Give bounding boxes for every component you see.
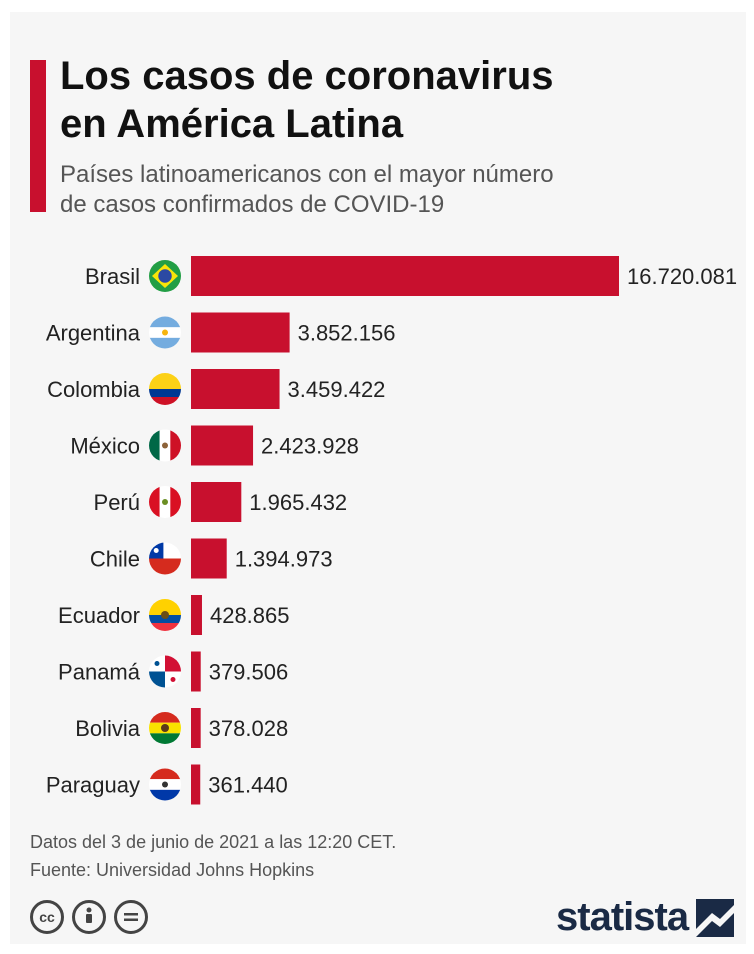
bar <box>191 595 202 635</box>
bar <box>191 708 201 748</box>
footer: Datos del 3 de junio de 2021 a las 12:20… <box>30 828 396 884</box>
title-accent-bar <box>30 60 46 212</box>
flag-argentina-icon <box>149 316 181 349</box>
bar <box>191 369 280 409</box>
by-icon[interactable] <box>72 900 106 934</box>
license-icons: cc <box>30 900 148 934</box>
data-label: 3.459.422 <box>288 377 386 402</box>
category-label: Argentina <box>46 321 141 346</box>
data-label: 16.720.081 <box>627 264 737 289</box>
category-label: México <box>70 434 140 459</box>
bar <box>191 538 227 579</box>
bar <box>191 651 201 692</box>
flag-bolivia-icon <box>149 712 181 744</box>
statista-logo[interactable]: statista <box>556 895 735 940</box>
bar <box>191 482 242 522</box>
data-label: 379.506 <box>209 660 289 685</box>
data-label: 3.852.156 <box>298 321 396 346</box>
flag-mexico-icon <box>149 429 181 462</box>
flag-chile-icon <box>149 542 181 575</box>
chart-subtitle-line-1: Países latinoamericanos con el mayor núm… <box>60 161 554 188</box>
footer-note: Datos del 3 de junio de 2021 a las 12:20… <box>30 832 397 852</box>
category-label: Bolivia <box>75 716 141 741</box>
bar <box>191 425 254 466</box>
infographic-card <box>10 12 746 944</box>
data-label: 2.423.928 <box>261 434 359 459</box>
logo-text: statista <box>556 895 689 939</box>
category-label: Brasil <box>85 264 140 289</box>
flag-panama-icon <box>149 655 181 688</box>
category-label: Chile <box>90 547 140 572</box>
cc-icon[interactable]: cc <box>30 900 64 934</box>
bar <box>191 256 619 296</box>
category-label: Panamá <box>58 660 141 685</box>
footer-source: Fuente: Universidad Johns Hopkins <box>30 860 315 880</box>
data-label: 1.394.973 <box>235 547 333 572</box>
data-label: 428.865 <box>210 603 290 628</box>
data-label: 378.028 <box>209 716 289 741</box>
data-label: 361.440 <box>208 773 288 798</box>
chart-title-line-2: en América Latina <box>60 102 404 146</box>
flag-peru-icon <box>149 486 181 518</box>
chart-title: Los casos de coronavirus en América Lati… <box>60 52 700 148</box>
data-label: 1.965.432 <box>249 490 347 515</box>
chart-title-line-1: Los casos de coronavirus <box>60 54 554 98</box>
category-label: Ecuador <box>58 603 140 628</box>
category-label: Paraguay <box>46 773 140 798</box>
statista-mark-icon <box>696 898 735 937</box>
flag-ecuador-icon <box>149 599 181 631</box>
flag-brazil-icon <box>149 260 181 292</box>
bar <box>191 312 290 353</box>
flag-colombia-icon <box>149 373 181 405</box>
chart-subtitle: Países latinoamericanos con el mayor núm… <box>60 160 700 220</box>
category-label: Colombia <box>47 377 141 402</box>
bar <box>191 764 201 805</box>
flag-paraguay-icon <box>149 768 181 801</box>
nd-icon[interactable] <box>114 900 148 934</box>
chart-subtitle-line-2: de casos confirmados de COVID-19 <box>60 191 445 218</box>
category-label: Perú <box>94 490 140 515</box>
